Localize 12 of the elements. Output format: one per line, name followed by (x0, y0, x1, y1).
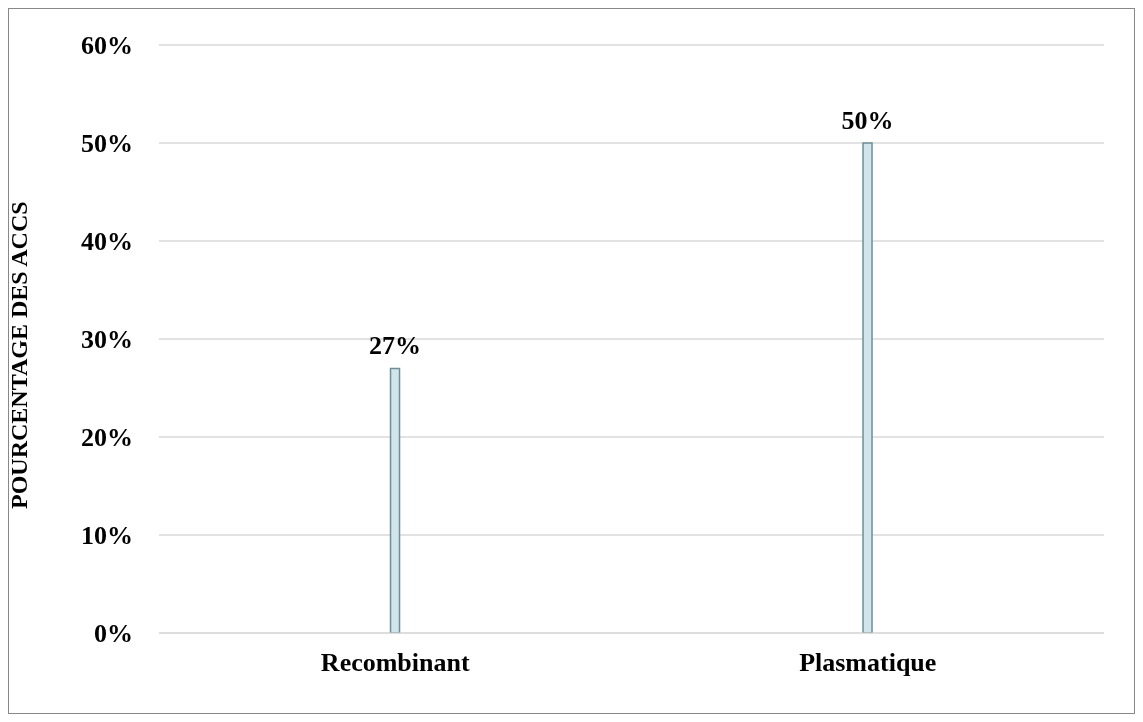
y-tick-label: 60% (81, 31, 133, 61)
y-axis-title: POURCENTAGE DES ACCS (5, 201, 32, 509)
x-tick-label: Plasmatique (799, 648, 937, 678)
y-tick-label: 20% (81, 423, 133, 453)
y-tick-label: 40% (81, 227, 133, 257)
y-tick-label: 0% (94, 619, 133, 649)
y-tick-label: 50% (81, 129, 133, 159)
y-tick-label: 10% (81, 521, 133, 551)
data-label: 50% (841, 106, 894, 135)
x-tick-label: Recombinant (320, 648, 470, 678)
data-label: 27% (369, 331, 422, 361)
y-tick-label: 30% (81, 325, 133, 355)
